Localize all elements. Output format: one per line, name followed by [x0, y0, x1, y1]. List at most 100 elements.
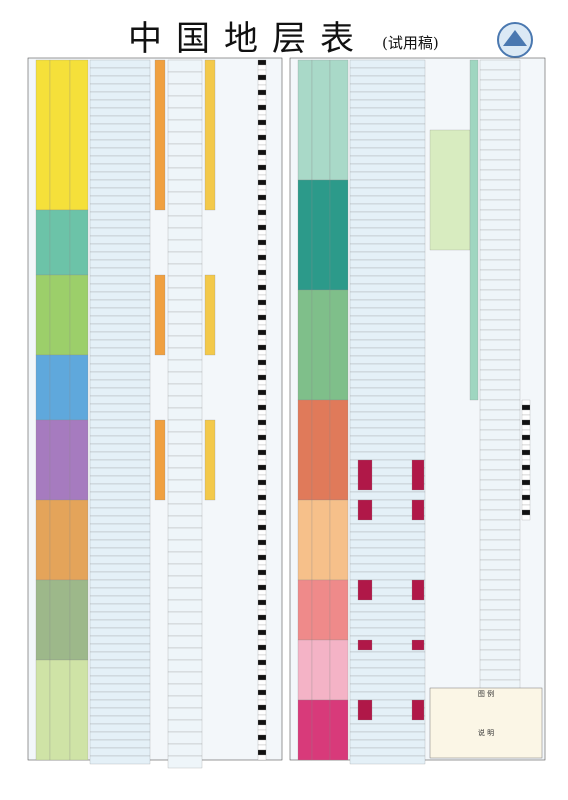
polarity-bar	[521, 469, 531, 476]
stratum-cell	[479, 389, 521, 401]
polarity-bar	[521, 479, 531, 486]
stratum-cell	[479, 369, 521, 381]
polarity-bar	[257, 224, 267, 231]
polarity-bar	[257, 754, 267, 761]
stratum-cell	[479, 519, 521, 531]
polarity-bar	[521, 459, 531, 466]
stratum-row	[89, 459, 151, 469]
era-band	[297, 639, 313, 701]
stratum-row	[349, 611, 426, 621]
polarity-bar	[257, 249, 267, 256]
stratum-row	[89, 699, 151, 709]
stratum-cell	[167, 383, 203, 397]
stratum-cell	[479, 549, 521, 561]
polarity-bar	[257, 704, 267, 711]
stratum-cell	[479, 439, 521, 451]
period-band	[311, 289, 331, 401]
polarity-bar	[257, 154, 267, 161]
stratum-cell	[167, 299, 203, 313]
stratum-cell	[167, 443, 203, 457]
stratum-row	[349, 427, 426, 437]
polarity-bar	[257, 524, 267, 531]
stratum-row	[349, 651, 426, 661]
polarity-bar	[521, 474, 531, 481]
stratum-row	[349, 619, 426, 629]
stratum-row	[349, 83, 426, 93]
polarity-bar	[257, 689, 267, 696]
stratum-row	[349, 99, 426, 109]
stratum-cell	[167, 503, 203, 517]
stratum-row	[349, 291, 426, 301]
polarity-bar	[257, 744, 267, 751]
stratum-cell	[167, 263, 203, 277]
polarity-bar	[257, 129, 267, 136]
stratum-row	[349, 403, 426, 413]
stratum-cell	[167, 83, 203, 97]
stratum-row	[349, 131, 426, 141]
stratum-cell	[167, 719, 203, 733]
polarity-bar	[521, 414, 531, 421]
era-band	[35, 659, 51, 761]
polarity-bar	[257, 409, 267, 416]
unit-block	[357, 499, 373, 521]
stratum-cell	[479, 359, 521, 371]
polarity-bar	[257, 239, 267, 246]
polarity-bar	[257, 69, 267, 76]
stratum-row	[349, 755, 426, 765]
polarity-bar	[257, 724, 267, 731]
polarity-bar	[257, 114, 267, 121]
stratum-row	[349, 523, 426, 533]
stratum-row	[89, 723, 151, 733]
stratum-row	[349, 739, 426, 749]
era-band	[35, 419, 51, 501]
stratum-cell	[167, 215, 203, 229]
polarity-bar	[257, 79, 267, 86]
stratum-cell	[167, 131, 203, 145]
stratum-row	[349, 443, 426, 453]
polarity-bar	[257, 334, 267, 341]
stratum-cell	[479, 89, 521, 101]
stratum-cell	[479, 319, 521, 331]
polarity-bar	[257, 284, 267, 291]
polarity-bar	[521, 454, 531, 461]
polarity-bar	[257, 274, 267, 281]
stratum-row	[349, 435, 426, 445]
period-band	[311, 579, 331, 641]
polarity-bar	[257, 119, 267, 126]
polarity-bar	[257, 479, 267, 486]
stratum-cell	[167, 155, 203, 169]
stratum-cell	[479, 299, 521, 311]
stratum-row	[349, 667, 426, 677]
stratum-row	[89, 707, 151, 717]
stratum-row	[89, 595, 151, 605]
stratum-cell	[479, 629, 521, 641]
stratum-row	[89, 339, 151, 349]
stratum-row	[349, 139, 426, 149]
period-band	[49, 659, 71, 761]
stratum-cell	[479, 589, 521, 601]
polarity-bar	[257, 624, 267, 631]
poster-title: 中国地层表	[128, 19, 368, 59]
facies-block	[204, 274, 216, 356]
polarity-bar	[257, 739, 267, 746]
stratum-cell	[167, 227, 203, 241]
stratum-row	[349, 203, 426, 213]
polarity-bar	[257, 244, 267, 251]
era-band	[35, 354, 51, 421]
stratum-row	[349, 163, 426, 173]
stratum-cell	[167, 71, 203, 85]
legend-title: 图 例	[478, 689, 494, 698]
stratum-row	[89, 555, 151, 565]
stratum-cell	[479, 209, 521, 221]
legend-box: 图 例 说 明	[429, 687, 543, 759]
stratum-cell	[479, 329, 521, 341]
stratum-cell	[479, 559, 521, 571]
stratum-row	[89, 115, 151, 125]
stratum-cell	[479, 309, 521, 321]
stratum-cell	[167, 239, 203, 253]
era-band	[35, 579, 51, 661]
polarity-bar	[257, 349, 267, 356]
stratum-cell	[167, 179, 203, 193]
stratum-row	[89, 219, 151, 229]
polarity-bar	[257, 729, 267, 736]
